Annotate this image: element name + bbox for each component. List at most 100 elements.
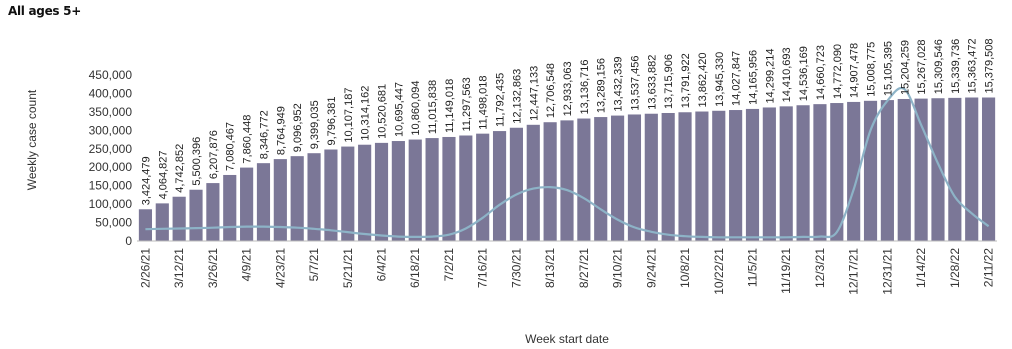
x-tick-label: 12/3/21 (813, 248, 827, 288)
x-tick-label: 11/5/21 (746, 248, 760, 287)
bar-data-label: 14,660,723 (815, 45, 827, 100)
bar (240, 167, 254, 241)
bar (948, 97, 962, 241)
bar (880, 100, 894, 241)
bar (830, 103, 844, 241)
bar-data-label: 15,309,546 (933, 39, 945, 94)
bar-data-label: 10,107,187 (343, 88, 355, 143)
bar-data-label: 13,715,906 (663, 54, 675, 109)
bar-data-label: 11,297,563 (461, 77, 473, 131)
bar (678, 112, 692, 241)
y-tick-label: 0 (125, 234, 132, 248)
bar (695, 111, 709, 242)
x-tick-label: 10/22/21 (712, 248, 726, 295)
x-tick-label: 9/10/21 (611, 248, 625, 288)
bar-data-label: 13,633,882 (646, 55, 658, 110)
line-series-path (145, 86, 990, 239)
y-axis-label: Weekly case count (25, 89, 39, 190)
bar-data-label: 9,096,952 (292, 103, 304, 152)
bar (307, 153, 321, 241)
x-tick-label: 7/2/21 (442, 248, 456, 282)
x-tick-label: 1/14/22 (914, 248, 928, 288)
bar (391, 141, 405, 241)
bar-data-label: 15,339,736 (950, 39, 962, 94)
bar-data-label: 12,447,133 (528, 66, 540, 121)
x-tick-label: 2/26/21 (138, 248, 152, 288)
bar (779, 106, 793, 241)
bar-data-label: 5,500,396 (191, 137, 203, 186)
bar-data-label: 13,791,922 (680, 53, 692, 108)
x-tick-label: 5/7/21 (307, 248, 321, 282)
bars (137, 97, 997, 242)
bar (526, 124, 540, 241)
x-tick-label: 7/30/21 (509, 248, 523, 288)
bar-data-label: 11,498,018 (478, 75, 490, 129)
x-tick-label: 4/9/21 (240, 248, 254, 282)
bar (661, 112, 675, 242)
y-tick-label: 350,000 (89, 105, 133, 119)
bar-data-label: 4,064,827 (157, 150, 169, 199)
bar (965, 97, 979, 241)
x-tick-label: 6/4/21 (375, 248, 389, 282)
bar-data-label: 7,080,467 (225, 122, 237, 171)
bar-data-label: 7,860,448 (242, 115, 254, 164)
bar-data-label: 15,379,508 (984, 38, 996, 93)
bar-data-label: 10,695,447 (393, 82, 405, 137)
x-tick-label: 6/18/21 (408, 248, 422, 288)
bar (729, 110, 743, 242)
bar-data-label: 11,792,435 (494, 73, 506, 127)
bar-data-label: 14,027,847 (731, 51, 743, 106)
bar (341, 146, 355, 241)
bar-data-label: 15,204,259 (899, 40, 911, 95)
x-tick-label: 11/19/21 (779, 248, 793, 294)
y-tick-label: 250,000 (89, 142, 133, 156)
bar-data-label: 11,149,018 (444, 79, 456, 133)
bar-data-label: 15,008,775 (866, 42, 878, 97)
y-axis: 0 50,000 100,000 150,000 200,000 250,000 300,0… (89, 68, 133, 248)
bar (324, 149, 338, 241)
x-axis: 2/26/21 3/12/21 3/26/21 4/9/21 4/23/21 5/7/21… (138, 248, 995, 295)
bar (273, 159, 287, 241)
bar-data-label: 6,207,876 (208, 130, 220, 179)
bar (138, 209, 153, 241)
bar-data-label: 15,363,472 (967, 38, 979, 93)
bar (863, 100, 878, 241)
line-series (145, 86, 990, 239)
x-tick-label: 8/27/21 (577, 248, 591, 288)
x-tick-label: 12/17/21 (847, 248, 861, 295)
bar (223, 174, 237, 241)
bar (897, 98, 911, 241)
bar-data-label: 15,105,395 (882, 41, 894, 96)
bar-data-label: 8,764,949 (275, 106, 287, 155)
bar (611, 115, 625, 241)
bar-data-label: 14,410,693 (781, 47, 793, 102)
y-tick-label: 50,000 (95, 216, 132, 230)
bar (425, 138, 439, 241)
bar-data-label: 14,165,956 (748, 50, 760, 105)
bar-data-label: 12,706,548 (545, 63, 557, 118)
x-tick-label: 2/11/22 (982, 248, 996, 287)
x-tick-label: 8/13/21 (543, 248, 557, 288)
bar-data-label: 14,772,090 (832, 44, 844, 99)
bar (594, 117, 608, 241)
bar (509, 127, 523, 241)
bar-data-label: 10,520,681 (376, 84, 388, 139)
bar-data-label: 11,015,838 (427, 80, 439, 134)
x-tick-label: 9/24/21 (644, 248, 658, 288)
x-tick-label: 5/21/21 (341, 248, 355, 288)
bar-data-label: 15,267,028 (916, 40, 928, 95)
x-axis-label: Week start date (525, 332, 609, 346)
bar (644, 113, 658, 241)
bar (796, 105, 810, 241)
bar-data-label: 12,132,863 (511, 69, 523, 124)
bar (745, 108, 760, 241)
bar-data-label: 13,432,339 (613, 57, 625, 112)
bar (492, 131, 507, 241)
bar-data-label: 13,537,456 (629, 55, 641, 110)
y-tick-label: 300,000 (89, 123, 133, 137)
bar (290, 156, 304, 241)
bar (172, 196, 186, 241)
bar (914, 98, 928, 241)
bar (206, 183, 220, 241)
